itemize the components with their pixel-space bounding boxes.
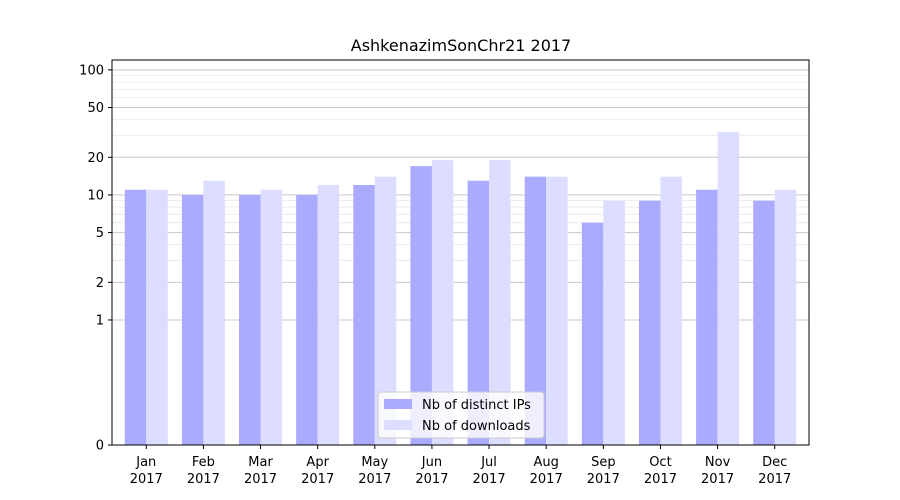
x-tick-label: 2017 (473, 472, 506, 487)
bar (524, 176, 547, 445)
bar (124, 189, 147, 445)
legend-box (377, 391, 545, 439)
bar (660, 176, 682, 445)
bars (124, 131, 797, 445)
bar (753, 200, 775, 445)
x-tick-label: Feb (192, 455, 215, 470)
plot-frame (111, 59, 810, 446)
x-tick-label: Jan (135, 455, 156, 470)
bar (581, 222, 604, 445)
x-tick-label: 2017 (530, 472, 563, 487)
x-tick-label: 2017 (415, 472, 448, 487)
bar (353, 185, 375, 445)
bar (696, 189, 718, 445)
bar (410, 166, 432, 445)
chart-title: AshkenazimSonChr21 2017 (351, 36, 571, 55)
x-tick-label: Oct (649, 455, 671, 470)
x-tick-label: May (361, 455, 388, 470)
x-tick-label: 2017 (244, 472, 277, 487)
x-tick-label: 2017 (130, 472, 163, 487)
x-tick-label: 2017 (301, 472, 334, 487)
bar (467, 180, 490, 445)
x-tick-label: Nov (705, 455, 731, 470)
x-tick-label: Apr (306, 455, 329, 470)
x-tick-label: Jul (480, 455, 497, 470)
bar (203, 180, 225, 445)
bar (317, 185, 340, 445)
x-tick-label: Mar (248, 455, 273, 470)
x-tick-label: 2017 (187, 472, 220, 487)
x-tick-label: Aug (534, 455, 559, 470)
y-tick-label: 0 (96, 439, 104, 454)
bar (546, 176, 568, 445)
x-tick-label: 2017 (758, 472, 791, 487)
y-tick-label: 50 (87, 101, 104, 116)
x-tick-label: 2017 (358, 472, 391, 487)
bar (489, 160, 511, 445)
y-tick-label: 20 (87, 151, 104, 166)
y-tick-label: 10 (87, 188, 104, 203)
legend-swatch (384, 420, 412, 430)
bar (717, 131, 740, 445)
bar (638, 200, 661, 445)
y-tick-label: 5 (96, 226, 104, 241)
x-tick-label: Jun (421, 455, 442, 470)
bar (181, 194, 204, 445)
bar (146, 189, 168, 445)
grid (112, 69, 809, 321)
x-axis: Jan 2017 Feb 2017 Mar 2017 Apr 2017 May 2017 Jun 20… (130, 445, 791, 487)
x-tick-label: Sep (591, 455, 616, 470)
y-axis: 0 1 2 5 10 20 50 100 (79, 63, 112, 454)
bar (296, 194, 318, 445)
legend: Nb of distinct IPs Nb of downloads (377, 391, 545, 439)
y-tick-label: 2 (96, 276, 104, 291)
y-tick-label: 100 (79, 63, 104, 78)
bar (603, 200, 625, 445)
x-tick-label: 2017 (644, 472, 677, 487)
bar (374, 176, 397, 445)
x-tick-label: 2017 (587, 472, 620, 487)
y-tick-label: 1 (96, 313, 104, 328)
bar (431, 160, 454, 445)
legend-label: Nb of distinct IPs (422, 398, 531, 413)
x-tick-label: 2017 (701, 472, 734, 487)
bar (239, 194, 261, 445)
bar (260, 189, 283, 445)
x-tick-label: Dec (762, 455, 787, 470)
legend-label: Nb of downloads (422, 419, 531, 434)
bar (774, 189, 797, 445)
legend-swatch (384, 399, 412, 409)
